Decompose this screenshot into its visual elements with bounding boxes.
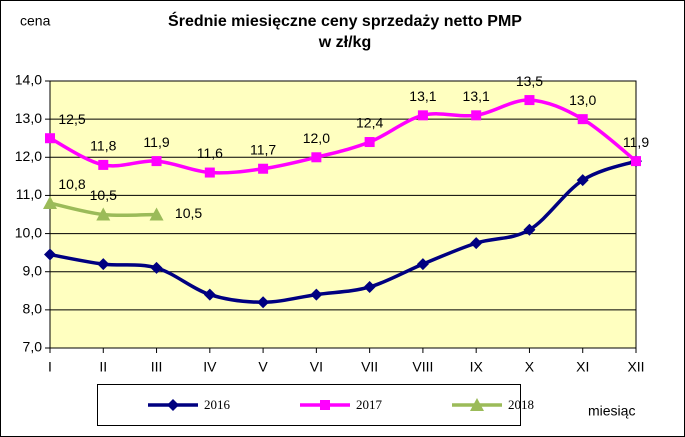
point (97, 258, 110, 271)
point (471, 110, 482, 121)
point (43, 196, 57, 210)
x-tick-label: IX (470, 359, 484, 375)
data-label: 11,8 (90, 138, 116, 154)
x-tick-label: III (151, 359, 163, 375)
x-tick-label: I (48, 359, 52, 375)
point (363, 280, 376, 293)
y-tick-label: 12,0 (15, 148, 42, 164)
point (416, 258, 429, 271)
data-label: 12,4 (356, 115, 383, 131)
data-label: 10,8 (58, 176, 85, 192)
data-label: 11,9 (143, 134, 169, 150)
data-label: 13,1 (409, 88, 436, 104)
legend-marker (470, 398, 484, 411)
point (203, 288, 216, 301)
y-tick-label: 10,0 (15, 224, 42, 240)
x-axis-label: miesiąc (588, 403, 635, 419)
y-tick-label: 9,0 (23, 262, 43, 278)
x-tick-label: XII (627, 359, 644, 375)
chart-subtitle: w zł/kg (318, 34, 371, 51)
point (417, 110, 428, 121)
point (45, 133, 55, 144)
legend-label: 2016 (204, 397, 231, 412)
x-tick-label: V (258, 359, 268, 375)
legend-marker (167, 399, 179, 411)
data-label: 10,5 (175, 205, 202, 221)
point (149, 207, 164, 221)
point (576, 174, 589, 187)
point (151, 156, 162, 167)
x-tick-label: IV (203, 359, 217, 375)
y-axis-label: cena (20, 13, 51, 29)
point (311, 152, 322, 163)
x-tick-label: XI (576, 359, 589, 375)
data-label: 12,0 (303, 130, 330, 146)
data-label: 11,7 (250, 141, 276, 157)
y-tick-label: 13,0 (15, 110, 42, 126)
point (96, 207, 111, 221)
data-label: 13,1 (463, 88, 490, 104)
point (364, 137, 375, 148)
x-tick-label: II (99, 359, 107, 375)
data-label: 13,0 (569, 92, 596, 108)
legend-label: 2017 (356, 397, 383, 412)
data-label: 12,5 (58, 111, 85, 127)
data-label: 10,5 (90, 187, 117, 203)
point (523, 223, 536, 236)
x-tick-label: VIII (412, 359, 433, 375)
point (257, 296, 270, 309)
point (44, 248, 56, 261)
chart-title: Średnie miesięczne ceny sprzedaży netto … (168, 11, 522, 30)
y-tick-label: 7,0 (23, 339, 43, 355)
point (98, 159, 109, 170)
y-tick-label: 14,0 (15, 72, 42, 88)
point (258, 163, 269, 174)
point (631, 156, 641, 167)
point (577, 114, 588, 125)
point (150, 261, 163, 274)
x-tick-label: VI (310, 359, 323, 375)
x-tick-label: VII (361, 359, 378, 375)
data-label: 11,6 (197, 145, 223, 161)
point (470, 237, 483, 250)
data-label: 11,9 (623, 134, 649, 150)
x-tick-label: X (525, 359, 535, 375)
legend-label: 2018 (508, 397, 534, 412)
point (310, 288, 323, 301)
y-tick-label: 8,0 (23, 301, 43, 317)
y-tick-label: 11,0 (16, 186, 42, 202)
point (524, 95, 535, 106)
point (204, 167, 215, 178)
legend-marker (320, 400, 330, 410)
data-label: 13,5 (516, 73, 543, 89)
